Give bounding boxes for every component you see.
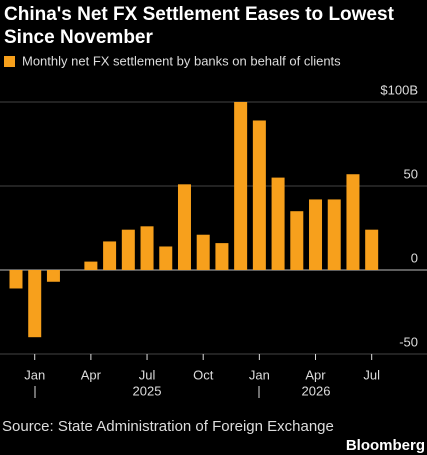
bar bbox=[46, 270, 60, 282]
bar bbox=[215, 243, 229, 270]
bar bbox=[140, 226, 154, 270]
bar bbox=[103, 241, 117, 270]
bar bbox=[234, 102, 248, 270]
bar bbox=[365, 229, 379, 270]
chart-title: China's Net FX Settlement Eases to Lowes… bbox=[4, 4, 394, 48]
bar bbox=[309, 199, 323, 270]
bar bbox=[271, 177, 285, 270]
bar bbox=[28, 270, 42, 338]
y-tick-label: 50 bbox=[404, 166, 418, 181]
year-label: 2025 bbox=[133, 383, 162, 398]
bar bbox=[290, 211, 304, 270]
bar bbox=[84, 261, 98, 270]
bar bbox=[196, 234, 210, 270]
bar bbox=[121, 229, 135, 270]
bar bbox=[177, 184, 191, 270]
x-tick-label: Jan bbox=[249, 367, 270, 382]
y-tick-label: $100B bbox=[380, 82, 418, 97]
brand: Bloomberg bbox=[346, 437, 425, 454]
x-tick-label: Apr bbox=[305, 367, 326, 382]
bar bbox=[346, 174, 360, 270]
year-label: 2026 bbox=[302, 383, 331, 398]
x-tick-label: Oct bbox=[193, 367, 214, 382]
source: Source: State Administration of Foreign … bbox=[2, 418, 334, 435]
bar bbox=[327, 199, 341, 270]
bar bbox=[252, 120, 266, 270]
x-tick-label: Jul bbox=[139, 367, 156, 382]
legend-swatch bbox=[4, 56, 15, 67]
y-tick-label: -50 bbox=[399, 334, 418, 349]
x-tick-label: Apr bbox=[81, 367, 102, 382]
y-tick-label: 0 bbox=[411, 250, 418, 265]
x-tick-label: Jul bbox=[363, 367, 380, 382]
bar bbox=[9, 270, 23, 289]
legend-label: Monthly net FX settlement by banks on be… bbox=[22, 53, 341, 68]
bar bbox=[159, 246, 173, 270]
x-tick-label: Jan bbox=[24, 367, 45, 382]
